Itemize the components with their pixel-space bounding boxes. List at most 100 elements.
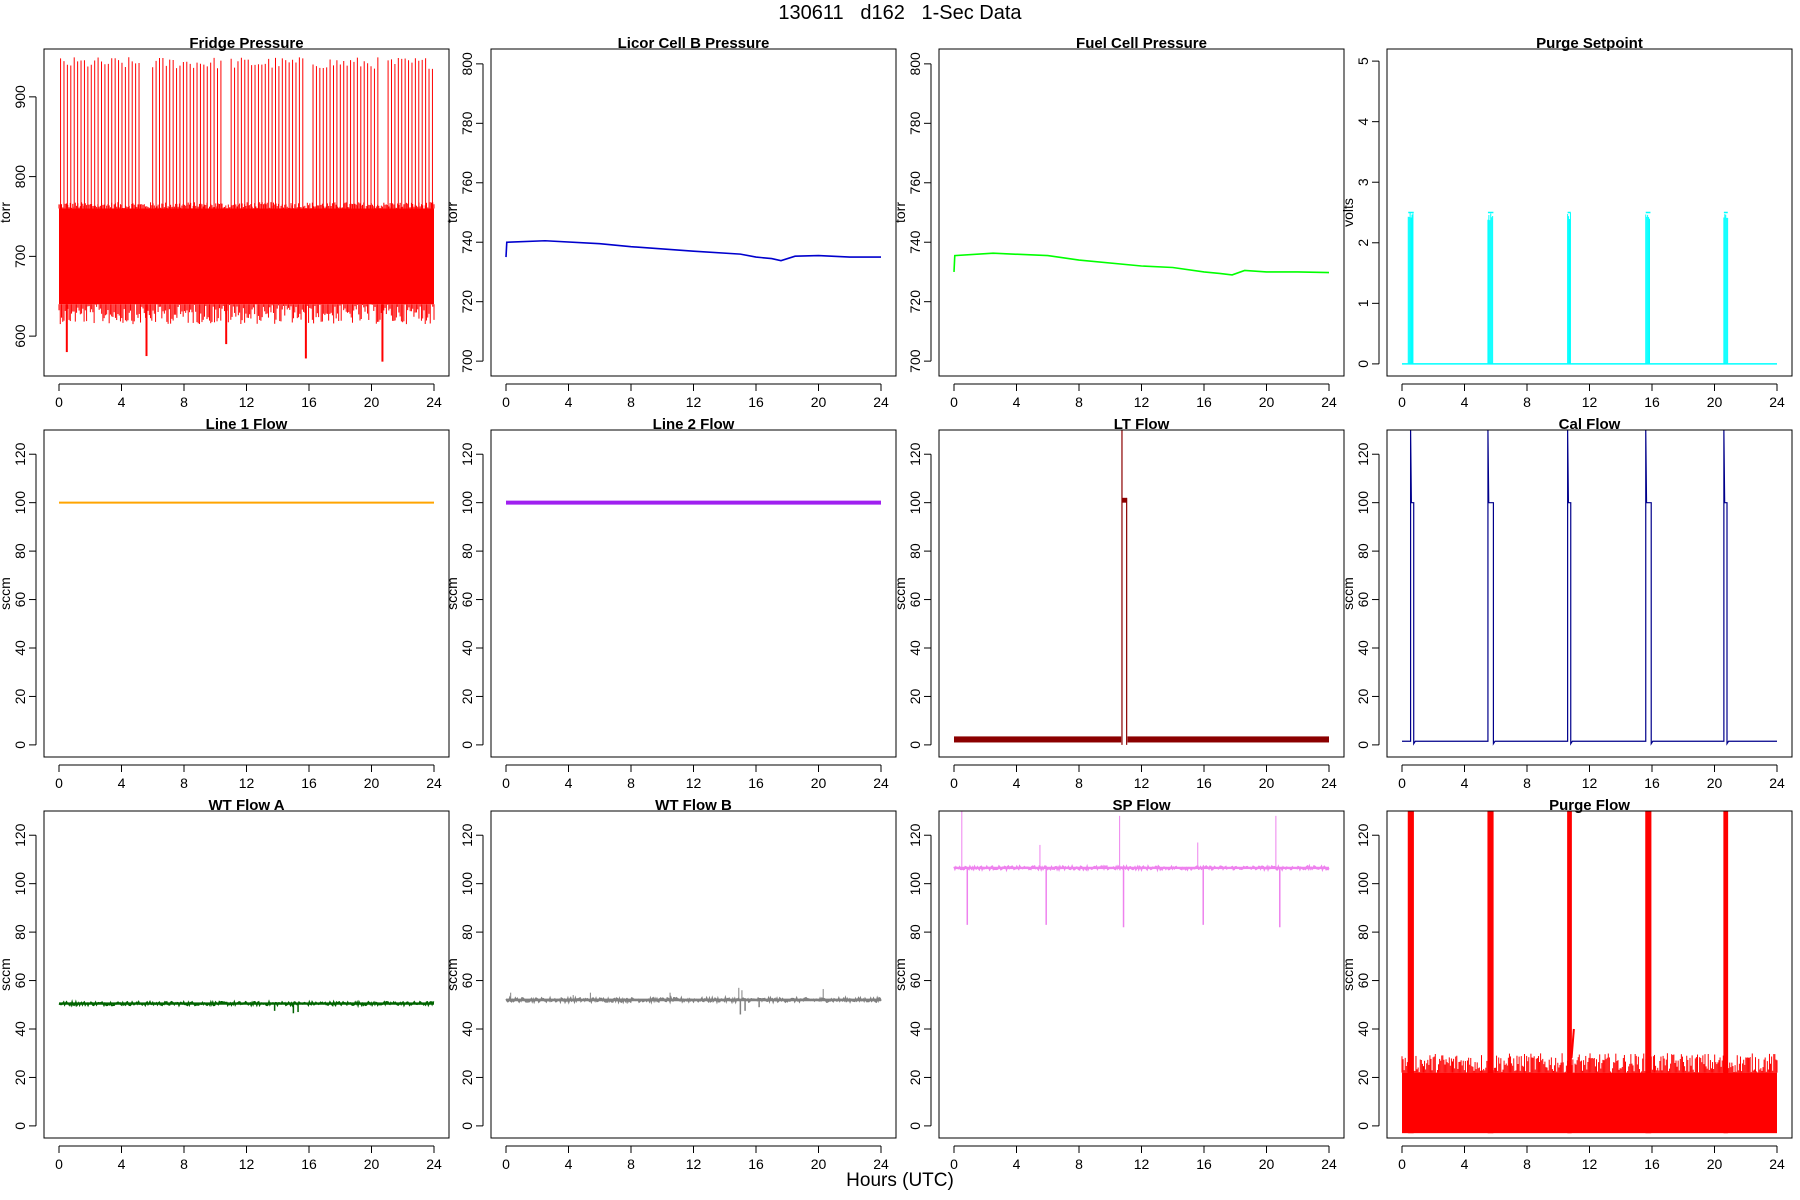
y-tick-label: 40: [459, 640, 475, 656]
y-tick-label: 800: [12, 165, 28, 189]
x-tick-label: 20: [1707, 394, 1723, 410]
y-tick-label: 60: [459, 973, 475, 989]
x-tick-label: 8: [627, 1156, 635, 1172]
y-tick-label: 100: [1355, 491, 1371, 515]
y-axis-label: sccm: [444, 577, 460, 610]
panel-title: Purge Setpoint: [1536, 35, 1643, 52]
panel-title: SP Flow: [1112, 797, 1170, 814]
y-tick-label: 40: [907, 1021, 923, 1037]
x-tick-label: 8: [1075, 775, 1083, 791]
x-tick-label: 4: [565, 394, 573, 410]
x-tick-label: 12: [1134, 775, 1150, 791]
x-tick-label: 4: [565, 1156, 573, 1172]
x-tick-label: 16: [1196, 394, 1212, 410]
y-axis-label: sccm: [1340, 958, 1356, 991]
panel-title: LT Flow: [1114, 416, 1170, 433]
plot-frame: [490, 810, 897, 1139]
y-tick-label: 120: [12, 442, 28, 466]
x-tick-label: 0: [55, 1156, 63, 1172]
x-tick-label: 12: [1134, 394, 1150, 410]
y-tick-label: 100: [459, 491, 475, 515]
y-tick-label: 80: [907, 543, 923, 559]
x-tick-label: 20: [1259, 1156, 1275, 1172]
y-tick-label: 120: [907, 442, 923, 466]
y-tick-label: 700: [907, 349, 923, 373]
x-tick-label: 0: [502, 394, 510, 410]
y-tick-label: 100: [907, 872, 923, 896]
y-tick-label: 80: [1355, 543, 1371, 559]
y-tick-label: 0: [907, 1122, 923, 1130]
purge-bump: [1570, 1028, 1575, 1059]
panel-title: WT Flow A: [208, 797, 284, 814]
x-tick-label: 8: [1523, 775, 1531, 791]
x-tick-label: 8: [627, 775, 635, 791]
plot-frame: [1386, 429, 1793, 758]
y-tick-label: 120: [459, 442, 475, 466]
y-tick-label: 100: [1355, 872, 1371, 896]
y-axis-label: torr: [444, 202, 460, 223]
y-axis-label: torr: [0, 202, 13, 223]
y-tick-label: 40: [907, 640, 923, 656]
panel-wt-flow-b: WT Flow B 0 4 8 12 16 20 24 0 20 40 60 80 100 120 sccm: [444, 797, 897, 1172]
plot-frame: [43, 429, 450, 758]
x-tick-label: 16: [748, 775, 764, 791]
x-tick-label: 12: [686, 394, 702, 410]
x-tick-label: 12: [686, 775, 702, 791]
x-tick-label: 0: [502, 1156, 510, 1172]
series-sp-flow: [953, 811, 1330, 928]
x-tick-label: 16: [301, 1156, 317, 1172]
dense-band: [59, 208, 434, 305]
x-tick-label: 12: [1582, 775, 1598, 791]
x-tick-label: 8: [1523, 394, 1531, 410]
shared-x-axis-label: Hours (UTC): [846, 1170, 954, 1191]
y-axis-label: sccm: [444, 958, 460, 991]
x-tick-label: 8: [180, 394, 188, 410]
series-core: [954, 866, 1329, 870]
y-tick-label: 5: [1355, 57, 1371, 65]
x-tick-label: 4: [1013, 394, 1021, 410]
x-tick-label: 16: [748, 394, 764, 410]
y-tick-label: 780: [907, 111, 923, 135]
y-tick-label: 720: [459, 290, 475, 314]
y-tick-label: 80: [12, 924, 28, 940]
y-tick-label: 100: [12, 872, 28, 896]
series-cal-flow: [1402, 430, 1777, 746]
series-trace: [953, 252, 1330, 276]
panel-title: Line 1 Flow: [206, 416, 288, 433]
y-tick-label: 760: [459, 171, 475, 195]
y-tick-label: 20: [907, 688, 923, 704]
series-core: [59, 1002, 434, 1005]
x-tick-label: 8: [1523, 1156, 1531, 1172]
y-tick-label: 60: [1355, 973, 1371, 989]
series-trace: [1402, 430, 1777, 746]
y-tick-label: 60: [12, 973, 28, 989]
y-tick-label: 20: [12, 688, 28, 704]
y-tick-label: 900: [12, 85, 28, 109]
plateau: [1121, 497, 1127, 503]
y-tick-label: 60: [1355, 592, 1371, 608]
x-tick-label: 8: [180, 1156, 188, 1172]
y-tick-label: 0: [1355, 360, 1371, 368]
y-tick-label: 80: [459, 924, 475, 940]
y-axis-label: sccm: [0, 577, 13, 610]
y-tick-label: 3: [1355, 178, 1371, 186]
panel-title: Cal Flow: [1559, 416, 1621, 433]
y-tick-label: 40: [12, 640, 28, 656]
y-tick-label: 740: [459, 230, 475, 254]
x-tick-label: 20: [1259, 775, 1275, 791]
y-tick-label: 740: [907, 230, 923, 254]
y-tick-label: 120: [907, 823, 923, 847]
x-tick-label: 16: [301, 394, 317, 410]
dense-band: [1402, 1072, 1777, 1134]
x-tick-label: 24: [426, 1156, 442, 1172]
panel-line-2-flow: Line 2 Flow 0 4 8 12 16 20 24 0 20 40 60 80 100 120 scc…: [444, 416, 897, 791]
y-tick-label: 720: [907, 290, 923, 314]
y-tick-label: 80: [1355, 924, 1371, 940]
x-tick-label: 16: [1644, 394, 1660, 410]
x-tick-label: 24: [1321, 1156, 1337, 1172]
y-tick-label: 20: [459, 1069, 475, 1085]
x-tick-label: 24: [1769, 394, 1785, 410]
y-tick-label: 800: [459, 52, 475, 76]
y-tick-label: 0: [12, 1122, 28, 1130]
